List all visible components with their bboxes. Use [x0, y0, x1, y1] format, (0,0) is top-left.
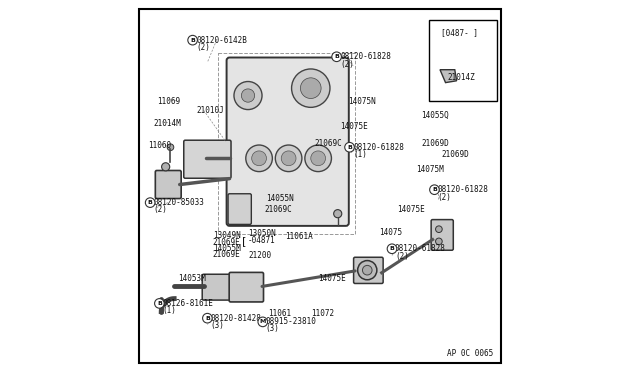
Circle shape [305, 145, 332, 171]
FancyBboxPatch shape [431, 219, 453, 250]
FancyBboxPatch shape [156, 170, 181, 199]
FancyBboxPatch shape [184, 140, 231, 178]
Text: 14075E: 14075E [318, 274, 346, 283]
Text: (1): (1) [163, 306, 176, 315]
Text: 11069: 11069 [157, 97, 180, 106]
Polygon shape [440, 70, 456, 83]
FancyBboxPatch shape [229, 272, 264, 302]
Text: 14053M: 14053M [178, 274, 205, 283]
Circle shape [292, 69, 330, 108]
Text: B: B [148, 200, 152, 205]
Text: B: B [432, 187, 437, 192]
Text: 14075: 14075 [379, 228, 402, 237]
Text: 21069D: 21069D [442, 150, 470, 159]
Text: 08120-61828: 08120-61828 [353, 143, 404, 152]
Circle shape [155, 299, 164, 308]
Text: -04871: -04871 [248, 236, 276, 245]
Text: 13050N: 13050N [248, 230, 276, 238]
Text: (3): (3) [211, 321, 224, 330]
Text: 13049N: 13049N [213, 231, 241, 240]
Circle shape [246, 145, 273, 171]
Text: 08120-81428: 08120-81428 [211, 314, 261, 323]
Bar [429, 20, 497, 101]
Circle shape [333, 210, 342, 218]
FancyBboxPatch shape [227, 58, 349, 226]
Text: B: B [190, 38, 195, 43]
Text: 21010J: 21010J [196, 106, 224, 115]
Text: 14055N: 14055N [266, 195, 294, 203]
Circle shape [332, 52, 341, 62]
Circle shape [362, 265, 372, 275]
Text: [: [ [243, 235, 247, 246]
Text: 14055M: 14055M [213, 244, 241, 253]
Text: 21069D: 21069D [422, 139, 449, 148]
Text: 14075N: 14075N [348, 97, 376, 106]
Text: 08915-23810: 08915-23810 [266, 317, 317, 326]
Circle shape [252, 151, 266, 166]
FancyBboxPatch shape [202, 274, 233, 300]
Circle shape [241, 89, 255, 102]
Text: 21014Z: 21014Z [447, 73, 475, 81]
Text: 21069C: 21069C [264, 205, 292, 215]
Text: 14055Q: 14055Q [422, 111, 449, 121]
Circle shape [436, 226, 442, 232]
Circle shape [203, 313, 212, 323]
Text: 08120-61828: 08120-61828 [340, 52, 391, 61]
Circle shape [358, 260, 377, 280]
Circle shape [162, 163, 170, 171]
Text: 21014M: 21014M [154, 119, 182, 128]
Text: (1): (1) [353, 150, 367, 159]
Circle shape [281, 151, 296, 166]
Circle shape [275, 145, 302, 171]
Text: 14075E: 14075E [397, 205, 426, 215]
FancyBboxPatch shape [228, 194, 252, 224]
Text: 08120-61828: 08120-61828 [395, 244, 446, 253]
Text: 11061A: 11061A [285, 232, 313, 241]
Text: 14075M: 14075M [416, 165, 444, 174]
Text: 08120-61828: 08120-61828 [437, 185, 488, 194]
Text: (2): (2) [395, 251, 409, 261]
Text: AP 0C 0065: AP 0C 0065 [447, 349, 493, 358]
Circle shape [300, 78, 321, 99]
Text: 21069E: 21069E [213, 238, 241, 247]
Text: 14075E: 14075E [340, 122, 368, 131]
Circle shape [311, 151, 326, 166]
Text: (2): (2) [340, 60, 354, 69]
Text: 11061: 11061 [268, 309, 291, 318]
Text: 21069C: 21069C [314, 139, 342, 148]
Text: B: B [157, 301, 162, 306]
Text: (2): (2) [153, 205, 167, 215]
Text: 11072: 11072 [311, 309, 334, 318]
Text: 08120-85033: 08120-85033 [153, 198, 204, 207]
Circle shape [258, 317, 268, 327]
Circle shape [188, 35, 197, 45]
Text: (3): (3) [266, 324, 280, 333]
Text: 11060: 11060 [148, 141, 172, 150]
Circle shape [167, 144, 174, 151]
Text: B: B [390, 246, 394, 251]
Circle shape [387, 244, 397, 254]
Text: 08120-6142B: 08120-6142B [196, 36, 247, 45]
Text: B: B [205, 316, 210, 321]
Circle shape [345, 142, 355, 152]
Circle shape [234, 81, 262, 110]
FancyBboxPatch shape [353, 257, 383, 283]
Circle shape [429, 185, 439, 195]
Text: 21200: 21200 [248, 251, 271, 260]
Circle shape [145, 198, 155, 208]
Text: 08126-8161E: 08126-8161E [163, 299, 213, 308]
Text: (2): (2) [196, 43, 210, 52]
Text: (2): (2) [437, 193, 451, 202]
Text: B: B [334, 54, 339, 59]
Text: M: M [260, 320, 266, 324]
Text: [0487- ]: [0487- ] [441, 28, 478, 37]
Text: 21069E: 21069E [213, 250, 241, 259]
Text: B: B [347, 145, 352, 150]
Circle shape [436, 238, 442, 245]
